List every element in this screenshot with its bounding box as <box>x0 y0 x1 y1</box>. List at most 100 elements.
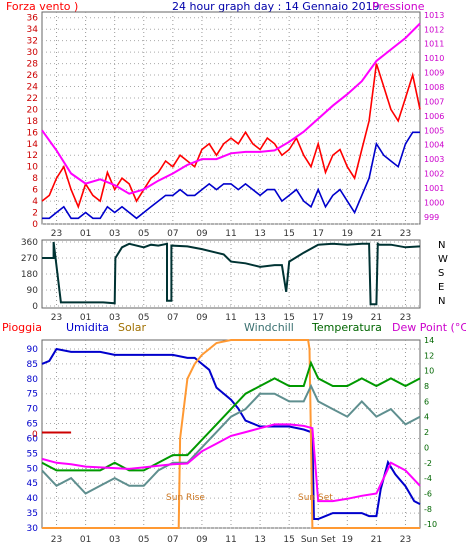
dir-x-tick: 23 <box>51 313 62 323</box>
bottom-x-tick: 19 <box>342 535 354 545</box>
dir-x-tick: 23 <box>400 313 411 323</box>
tick-labels-layer: 0246810121416182022242628303234369991000… <box>21 11 448 545</box>
humidity-y-tick: 35 <box>27 509 38 519</box>
temperature-y-tick: -8 <box>424 505 432 514</box>
humidity-y-tick: 60 <box>27 434 39 444</box>
dir-y-tick: 270 <box>21 254 38 264</box>
pressione-label: Pressione <box>372 0 425 13</box>
compass-label: E <box>438 282 444 293</box>
pressure-y-tick: 1003 <box>424 155 444 164</box>
bottom-x-tick: Sun Set <box>301 535 336 545</box>
series-solar <box>42 339 420 529</box>
humidity-y-tick: 45 <box>27 479 38 489</box>
humidity-y-tick: 50 <box>27 464 39 474</box>
wind-y-tick: 8 <box>32 174 38 184</box>
wind-x-tick: 21 <box>371 229 382 239</box>
dir-x-tick: 21 <box>371 313 382 323</box>
temperature-y-tick: 4 <box>424 413 429 422</box>
bottom-x-tick: 03 <box>109 535 120 545</box>
wind-y-tick: 12 <box>27 151 38 161</box>
dir-y-tick: 360 <box>21 238 38 248</box>
dir-y-tick: 180 <box>21 270 38 280</box>
chart-title: 24 hour graph day : 14 Gennaio 2019 <box>172 0 380 13</box>
compass-label: S <box>438 268 444 279</box>
humidity-y-tick: 40 <box>27 494 39 504</box>
series-pressione <box>41 22 421 195</box>
wind-y-tick: 2 <box>32 209 38 219</box>
compass-label: W <box>438 254 448 265</box>
pressure-y-tick: 1004 <box>424 141 444 150</box>
wind-x-tick: 23 <box>400 229 411 239</box>
pressure-y-tick: 1001 <box>424 184 444 193</box>
temperature-y-tick: 8 <box>424 382 429 391</box>
wind-y-tick: 36 <box>27 14 39 24</box>
temperature-y-tick: -2 <box>424 459 432 468</box>
wind-x-tick: 11 <box>225 229 236 239</box>
wind-y-tick: 24 <box>27 82 39 92</box>
bottom-x-tick: 09 <box>196 535 208 545</box>
temperature-y-tick: 6 <box>424 397 429 406</box>
wind-x-tick: 23 <box>51 229 62 239</box>
sun-set-label: Sun Set <box>298 493 333 503</box>
wind-x-tick: 17 <box>313 229 324 239</box>
bottom-x-tick: 21 <box>371 535 382 545</box>
pressure-y-tick: 1013 <box>424 11 444 20</box>
temperature-y-tick: 14 <box>424 336 434 345</box>
wind-y-tick: 22 <box>27 94 38 104</box>
dir-x-tick: 17 <box>313 313 324 323</box>
temperature-y-tick: -6 <box>424 489 432 498</box>
wind-y-tick: 10 <box>27 163 39 173</box>
dir-x-tick: 05 <box>138 313 149 323</box>
humidity-y-tick: 70 <box>27 405 39 415</box>
pressure-y-tick: 999 <box>424 213 439 222</box>
temperature-y-tick: -4 <box>424 474 432 483</box>
wind-x-tick: 09 <box>196 229 208 239</box>
legend-pioggia: Pioggia <box>2 321 42 334</box>
wind-x-tick: 07 <box>167 229 178 239</box>
forza-vento-label: Forza vento <box>6 0 71 13</box>
wind-y-tick: 0 <box>32 220 38 230</box>
pressure-y-tick: 1000 <box>424 198 444 207</box>
dir-y-tick: 0 <box>32 302 38 312</box>
wind-y-tick: 20 <box>27 105 39 115</box>
dir-x-tick: 13 <box>254 313 265 323</box>
legend-solar: Solar <box>118 321 147 334</box>
forza-vento-unit: ) <box>74 0 78 13</box>
series-temperatura <box>41 360 421 472</box>
wind-x-tick: 15 <box>283 229 294 239</box>
bottom-x-tick: 11 <box>225 535 236 545</box>
wind-x-tick: 19 <box>342 229 354 239</box>
data-marks-layer <box>41 22 421 529</box>
sun-rise-label: Sun Rise <box>166 493 205 503</box>
series-vento-medio <box>42 131 420 220</box>
dir-x-tick: 03 <box>109 313 120 323</box>
pioggia-value-label: 0 <box>32 430 38 440</box>
bottom-x-tick: 23 <box>400 535 411 545</box>
bottom-x-tick: 15 <box>283 535 294 545</box>
bottom-x-tick: 07 <box>167 535 178 545</box>
wind-y-tick: 4 <box>32 197 38 207</box>
dir-y-tick: 90 <box>27 286 39 296</box>
legend-temperatura: Temperatura <box>311 321 382 334</box>
pressure-y-tick: 1012 <box>424 25 444 34</box>
humidity-y-tick: 80 <box>27 375 39 385</box>
bottom-x-tick: 13 <box>254 535 265 545</box>
temperature-y-tick: -10 <box>424 520 437 529</box>
pressure-y-tick: 1002 <box>424 170 444 179</box>
temperature-y-tick: 10 <box>424 367 434 376</box>
bottom-x-tick: 01 <box>80 535 91 545</box>
humidity-y-tick: 30 <box>27 524 39 534</box>
wind-y-tick: 6 <box>32 186 38 196</box>
pressure-y-tick: 1011 <box>424 40 444 49</box>
temperature-y-tick: 2 <box>424 428 429 437</box>
series-direction <box>42 241 421 306</box>
wind-y-tick: 26 <box>27 71 39 81</box>
bottom-x-tick: 23 <box>51 535 62 545</box>
wind-x-tick: 05 <box>138 229 149 239</box>
humidity-y-tick: 65 <box>27 420 38 430</box>
humidity-y-tick: 85 <box>27 360 38 370</box>
grid-layer <box>42 12 420 529</box>
humidity-y-tick: 75 <box>27 390 38 400</box>
